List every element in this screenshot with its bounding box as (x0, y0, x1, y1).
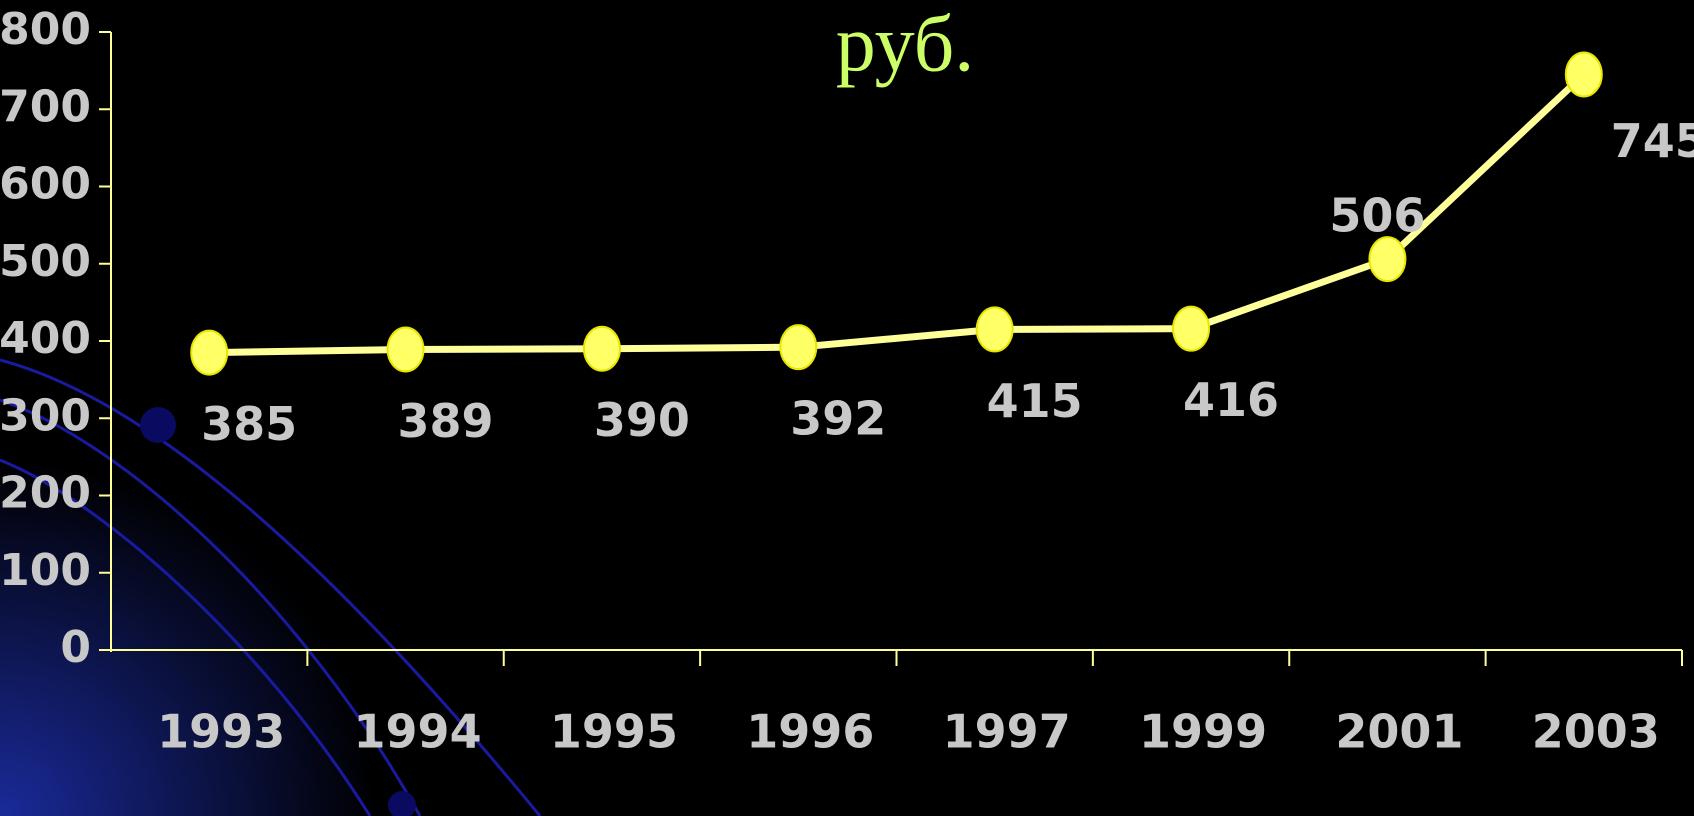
value-label: 392 (790, 392, 886, 446)
x-tick-label: 1993 (157, 705, 285, 759)
marker (388, 327, 424, 371)
y-tick-label: 800 (0, 4, 91, 55)
value-label: 389 (398, 394, 494, 448)
y-tick-label: 600 (0, 159, 91, 210)
y-tick-label: 500 (0, 236, 91, 287)
value-label: 390 (594, 393, 690, 447)
marker (780, 325, 816, 369)
x-tick-label: 1994 (354, 705, 482, 759)
chart: руб. 0 100 200 300 400 500 600 700 800 1993 1994 19… (0, 0, 1694, 816)
value-label: 415 (987, 374, 1083, 428)
y-tick-label: 700 (0, 81, 91, 132)
y-tick-label: 200 (0, 468, 91, 519)
x-tick-label: 1996 (746, 705, 874, 759)
value-label: 506 (1329, 189, 1425, 243)
x-tick-label: 1999 (1139, 705, 1267, 759)
x-tick-label: 2003 (1532, 705, 1660, 759)
y-tick-label: 100 (0, 545, 91, 596)
value-label: 745 (1611, 114, 1694, 168)
marker (191, 331, 227, 375)
decoration-dot (140, 407, 176, 443)
value-label: 385 (201, 397, 297, 451)
x-tick-label: 2001 (1335, 705, 1463, 759)
x-tick-label: 1997 (943, 705, 1071, 759)
value-label: 416 (1183, 373, 1279, 427)
y-tick-label: 300 (0, 390, 91, 441)
marker (584, 327, 620, 371)
marker (977, 307, 1013, 351)
y-tick-label: 0 (60, 622, 91, 673)
y-tick-label: 400 (0, 313, 91, 364)
marker (1173, 307, 1209, 351)
marker (1566, 52, 1602, 96)
x-tick-label: 1995 (550, 705, 678, 759)
marker (1369, 237, 1405, 281)
page: {"chart_data": {"type": "line", "title":… (0, 0, 1694, 816)
chart-title: руб. (836, 0, 975, 88)
